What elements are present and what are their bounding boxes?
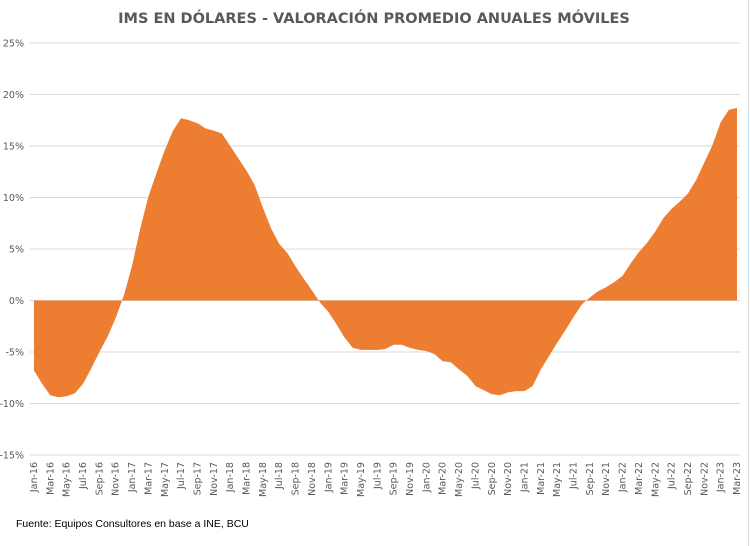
x-tick-label: Nov-22 [699,462,710,496]
y-tick-label: 25% [3,39,24,50]
x-tick-label: Mar-21 [536,462,547,495]
x-tick-label: Sep-17 [192,462,203,495]
x-tick-label: Sep-16 [94,462,105,495]
x-tick-label: May-22 [650,462,661,497]
x-tick-label: Sep-20 [487,462,498,495]
x-tick-label: Jan-17 [127,462,138,493]
x-tick-label: Sep-18 [291,462,302,495]
y-tick-label: 20% [3,90,24,101]
x-tick-label: Jul-17 [176,462,187,490]
x-tick-label: May-19 [356,462,367,497]
chart-title: IMS EN DÓLARES - VALORACIÓN PROMEDIO ANU… [118,9,630,27]
x-tick-label: Jan-23 [716,462,727,493]
x-tick-label: Nov-21 [601,462,612,496]
x-tick-label: May-16 [62,462,73,497]
y-tick-label: 10% [3,193,24,204]
x-tick-label: Jul-20 [470,462,481,490]
x-tick-label: Jan-19 [323,462,334,493]
y-tick-label: 15% [3,142,24,153]
source-note: Fuente: Equipos Consultores en base a IN… [16,518,249,530]
x-tick-label: Mar-22 [634,462,645,495]
x-tick-label: Jul-16 [78,462,89,490]
x-tick-label: Sep-19 [389,462,400,495]
data-points [33,107,738,398]
x-tick-label: Mar-20 [438,462,449,495]
x-axis-ticks: Jan-16 Mar-16 May-16 Jul-16 Sep-16 Nov-16 Jan-… [29,462,743,497]
x-tick-label: May-17 [160,462,171,497]
x-tick-label: Mar-18 [242,462,253,495]
y-tick-label: -5% [6,348,25,359]
x-tick-label: Jan-18 [225,462,236,493]
y-tick-label: 0% [9,296,24,307]
x-tick-label: Sep-22 [683,462,694,495]
y-tick-label: -15% [0,451,24,462]
x-tick-label: Jan-20 [421,462,432,493]
x-tick-label: Sep-21 [585,462,596,495]
x-tick-label: Nov-18 [307,462,318,496]
x-tick-label: Jan-16 [29,462,40,493]
x-tick-label: Jan-21 [519,462,530,493]
x-tick-label: May-20 [454,462,465,497]
y-tick-label: 5% [9,245,24,256]
chart-frame [748,0,749,546]
y-axis-ticks: 25% 20% 15% 10% 5% 0% -5% -10% -15% [0,39,24,462]
x-tick-label: Mar-16 [45,462,56,495]
area-series [34,107,737,398]
x-tick-label: Nov-16 [111,462,122,496]
x-tick-label: Jul-22 [667,462,678,490]
x-tick-label: Nov-17 [209,462,220,496]
x-tick-label: Nov-19 [405,462,416,496]
x-tick-label: Mar-17 [143,462,154,495]
x-tick-label: Nov-20 [503,462,514,496]
x-tick-label: May-21 [552,462,563,497]
x-tick-label: May-18 [258,462,269,497]
x-tick-label: Mar-19 [340,462,351,495]
x-tick-label: Jan-22 [618,462,629,493]
x-tick-label: Jul-21 [569,462,580,490]
y-tick-label: -10% [0,399,24,410]
x-tick-label: Mar-23 [732,462,743,495]
x-tick-label: Jul-19 [372,462,383,490]
x-tick-label: Jul-18 [274,462,285,490]
